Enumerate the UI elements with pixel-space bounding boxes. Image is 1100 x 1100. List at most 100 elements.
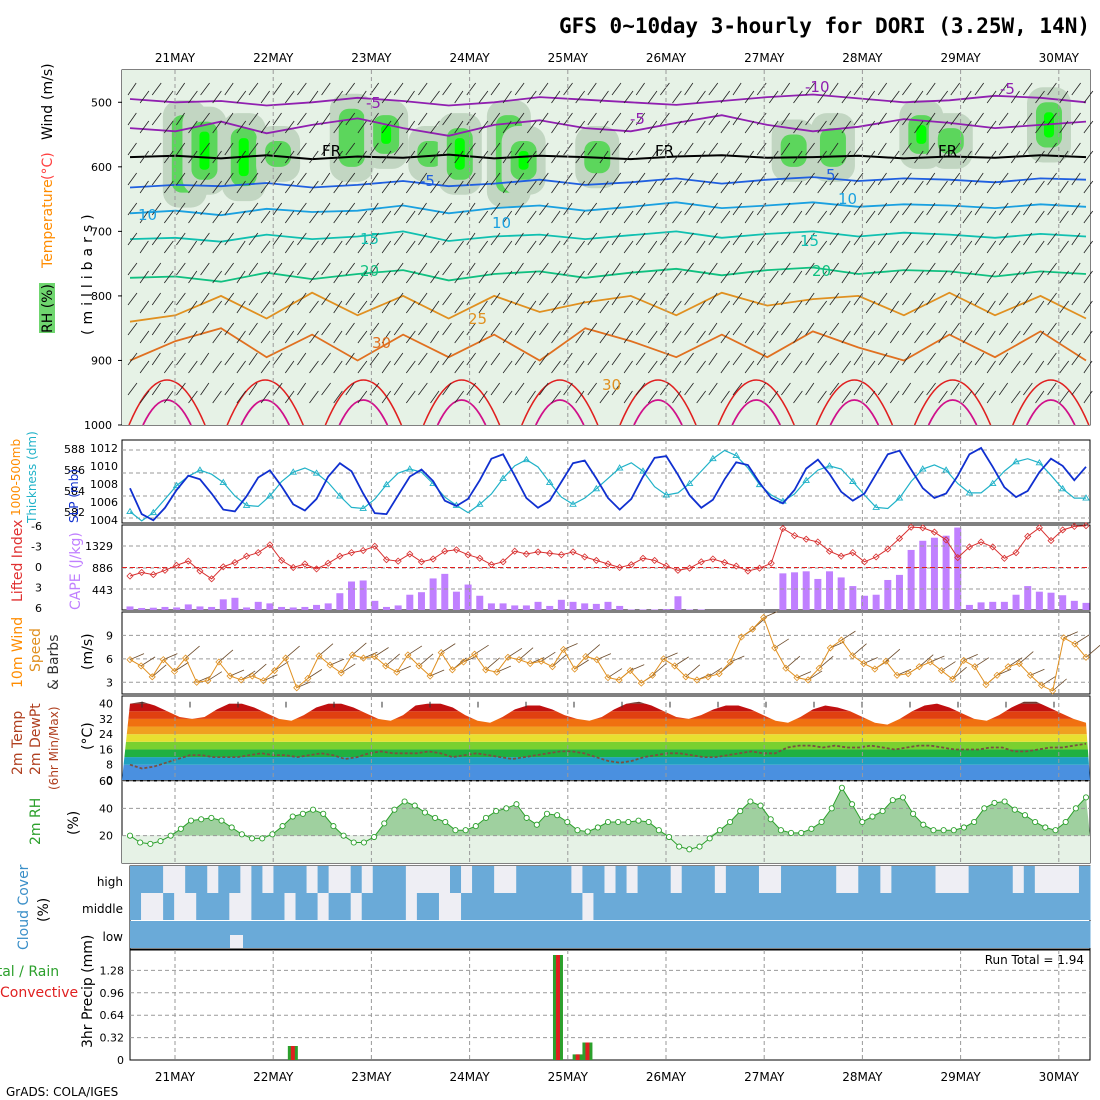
cloud-cell <box>648 893 661 920</box>
wind-barb <box>200 232 210 246</box>
wind-barb <box>1010 360 1021 374</box>
wind-barb <box>877 382 888 396</box>
wind-barb <box>502 270 513 284</box>
thickness-point <box>545 478 554 485</box>
wind-barb <box>551 240 561 254</box>
lifted-index-point <box>406 550 414 558</box>
lifted-index-point <box>592 556 600 564</box>
wind-barb <box>962 120 972 134</box>
cloud-cell <box>946 893 959 920</box>
wind-barb <box>200 292 210 306</box>
wind-barb <box>635 112 646 126</box>
rh2m-point <box>655 827 662 834</box>
wind-barb <box>284 180 295 194</box>
wind-barb <box>1059 390 1069 404</box>
cloud-cell <box>924 893 937 920</box>
cloud-cell <box>593 893 605 920</box>
wind-barb <box>974 232 984 246</box>
cape-label: CAPE (J/kg) <box>68 532 84 610</box>
wind-barb <box>1035 180 1045 194</box>
cloud-cell <box>836 866 848 893</box>
wind10m-point <box>693 676 701 684</box>
cape-bar <box>522 605 530 610</box>
wind-barb <box>708 112 719 126</box>
wind-barb <box>212 90 222 104</box>
thickness-point <box>406 465 414 472</box>
wind-barb <box>442 112 452 126</box>
wind-barb <box>224 232 234 246</box>
wind-barb <box>793 270 803 284</box>
wind-barb <box>708 262 718 276</box>
cloud-cell <box>1045 866 1058 893</box>
cloud-cell <box>781 866 793 893</box>
hot-isotherm-inner <box>436 399 487 426</box>
wind-barb <box>333 390 343 404</box>
wind-barb <box>127 232 138 246</box>
wind-barb <box>490 82 501 96</box>
wind10m-point <box>359 654 368 662</box>
wind-barb <box>877 82 888 96</box>
rh2m-point <box>889 797 896 804</box>
wind-barb <box>1023 352 1033 366</box>
cloud-cell <box>825 866 837 893</box>
cloud-cell <box>593 921 605 948</box>
wind-barb <box>381 210 392 224</box>
wind-barb <box>841 390 852 404</box>
wind-barb <box>405 180 416 194</box>
rh2m-point <box>991 799 998 806</box>
wind-barb <box>176 232 186 246</box>
cloud-cell <box>814 921 826 948</box>
wind10m-barb <box>585 644 601 657</box>
isotherm <box>129 201 1087 217</box>
cloud-cell <box>747 921 760 948</box>
temp2m-tick: 32 <box>99 713 113 726</box>
wind10m-barb <box>385 653 400 667</box>
cloud-cell <box>284 921 297 948</box>
wind10m-point <box>1049 687 1057 695</box>
wind-barb <box>889 300 899 314</box>
wind-barb <box>914 390 924 404</box>
cape-bar <box>231 597 239 610</box>
precip-label-b: Convective <box>0 985 78 1001</box>
wind-barb <box>1071 292 1081 306</box>
wind-barb <box>877 112 887 126</box>
contour-label: -5 <box>420 172 435 190</box>
wind-barb <box>599 210 609 224</box>
thickness-frame <box>121 439 1091 524</box>
wind-barb <box>575 120 586 134</box>
wind-barb <box>176 352 186 366</box>
wind10m-barb <box>240 670 256 681</box>
cloud-cell <box>516 921 528 948</box>
cape-bar <box>907 549 915 610</box>
wind-barb <box>768 330 779 344</box>
wind-barb <box>442 352 452 366</box>
wind-barb <box>490 112 501 126</box>
wind-barb <box>720 270 731 284</box>
wind-barb <box>309 90 319 104</box>
cloud-cell <box>218 921 230 948</box>
lifted-index-point <box>651 556 659 564</box>
wind10m-point <box>226 672 234 680</box>
wind-barb <box>514 112 525 126</box>
rh2m-point <box>859 818 866 826</box>
cloud-cell <box>262 921 274 948</box>
wind10m-barb <box>841 630 856 641</box>
wind-barb <box>660 202 670 216</box>
wind10m-barb <box>852 643 867 657</box>
cloud-cell <box>152 866 164 893</box>
wind-barb <box>563 382 573 396</box>
wind10m-barb <box>207 671 223 682</box>
cloud-cell <box>461 866 473 893</box>
cape-bar <box>429 578 437 610</box>
cloud-cell <box>273 921 285 948</box>
wind-barb <box>853 172 864 186</box>
cloud-cell <box>770 893 782 920</box>
rh2m-label: 2m RH <box>28 798 44 845</box>
wind-barb <box>829 322 840 336</box>
wind10m-point <box>515 656 523 664</box>
wind-barb <box>756 142 767 156</box>
wind10m-point <box>737 633 745 641</box>
wind-barb <box>163 270 174 284</box>
cloud-cell <box>1023 893 1036 920</box>
